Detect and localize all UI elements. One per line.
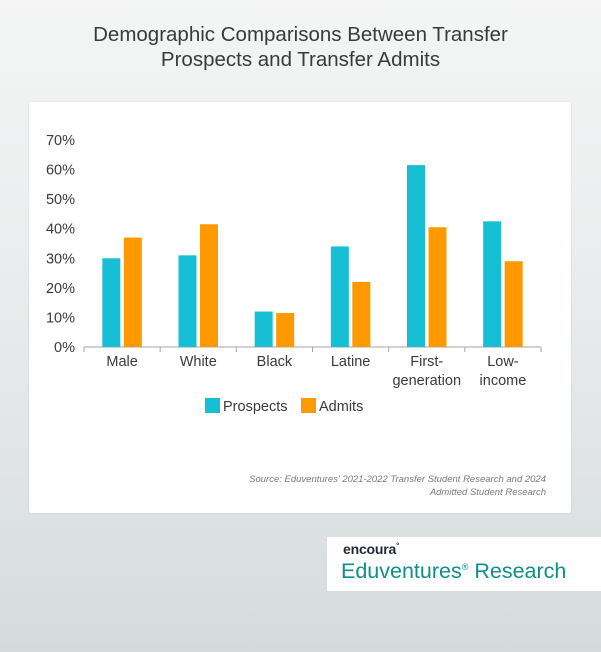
bar-prospects xyxy=(483,221,502,347)
source-note: Source: Eduventures' 2021-2022 Transfer … xyxy=(206,473,546,499)
legend-label-prospects: Prospects xyxy=(223,399,287,415)
x-category-label: Low- xyxy=(487,354,519,370)
bar-prospects xyxy=(102,258,121,347)
registered-mark: ® xyxy=(461,561,469,572)
y-tick-label: 60% xyxy=(46,163,75,179)
x-category-label: Latine xyxy=(331,354,371,370)
bar-prospects xyxy=(254,311,273,347)
title-line-1: Demographic Comparisons Between Transfer xyxy=(93,23,508,46)
bar-admits xyxy=(123,237,142,347)
encoura-eduventures-logo: encoura° Eduventures® Research xyxy=(327,537,601,591)
bar-chart: 0% 10% 20% 30% 40% 50% 60% 70% Male White Black Lat… xyxy=(46,133,542,415)
x-category-label: Male xyxy=(106,354,137,370)
legend-swatch-admits xyxy=(301,398,316,413)
brand-mark: ° xyxy=(396,541,400,551)
y-tick-label: 50% xyxy=(46,192,75,208)
x-category-label: First- xyxy=(410,354,443,370)
bar-admits xyxy=(200,224,218,347)
x-category-label: Black xyxy=(257,354,293,370)
eduventures-research-wordmark: Eduventures® Research xyxy=(341,559,566,584)
chart-card: 0% 10% 20% 30% 40% 50% 60% 70% Male White Black Lat… xyxy=(29,102,571,513)
bar-admits xyxy=(504,261,523,347)
y-tick-label: 40% xyxy=(46,222,75,238)
y-tick-label: 0% xyxy=(54,340,75,356)
source-line-2: Admitted Student Research xyxy=(429,487,546,498)
encoura-wordmark: encoura° xyxy=(343,541,399,557)
eduventures-text: Eduventures xyxy=(341,559,462,583)
x-category-label: income xyxy=(480,373,527,389)
source-line-1: Source: Eduventures' 2021-2022 Transfer … xyxy=(249,474,546,485)
y-tick-label: 30% xyxy=(46,251,75,267)
y-tick-label: 20% xyxy=(46,281,75,297)
x-category-label: White xyxy=(180,354,217,370)
encoura-brand-text: encoura xyxy=(343,541,397,557)
legend-swatch-prospects xyxy=(205,398,220,413)
bar-admits xyxy=(428,227,447,347)
bar-prospects xyxy=(407,165,425,347)
bar-admits xyxy=(276,312,295,347)
bar-prospects xyxy=(330,246,349,347)
chart-title: Demographic Comparisons Between Transfer… xyxy=(0,22,601,72)
bar-admits xyxy=(352,281,371,347)
x-category-label: generation xyxy=(392,373,461,389)
y-tick-label: 70% xyxy=(46,133,75,149)
title-line-2: Prospects and Transfer Admits xyxy=(160,48,441,71)
y-tick-label: 10% xyxy=(46,310,75,326)
legend-label-admits: Admits xyxy=(319,399,363,415)
bar-prospects xyxy=(178,255,197,347)
research-text: Research xyxy=(468,559,567,583)
